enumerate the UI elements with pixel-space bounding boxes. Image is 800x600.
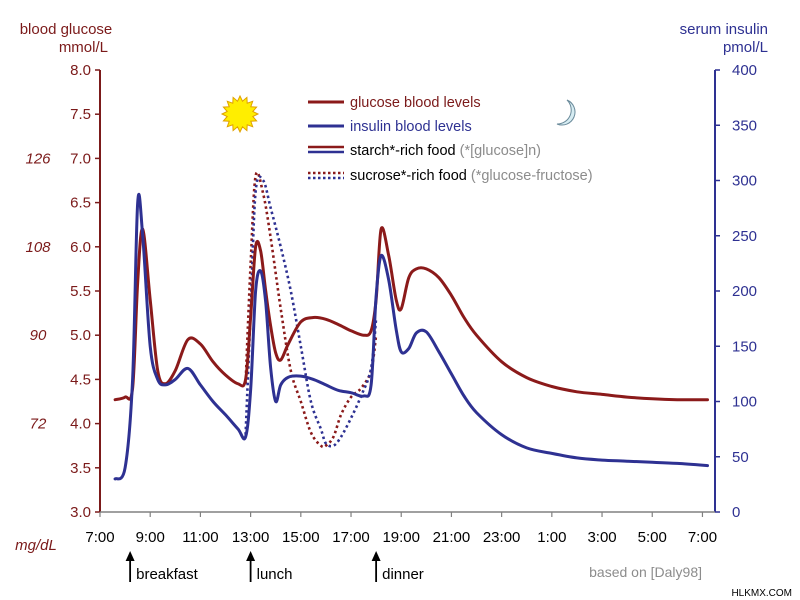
x-tick-label: 15:00 xyxy=(282,529,320,546)
x-tick-label: 13:00 xyxy=(232,529,270,546)
right-tick-label: 350 xyxy=(732,117,757,134)
sun-icon xyxy=(220,94,260,134)
x-tick-label: 23:00 xyxy=(483,529,521,546)
right-tick-label: 150 xyxy=(732,338,757,355)
left-tick-label: 5.0 xyxy=(70,327,91,344)
left-axis-title-line2: mmol/L xyxy=(59,39,108,56)
series-lines xyxy=(113,171,709,481)
left-tick-label: 7.0 xyxy=(70,150,91,167)
left-tick-label: 8.0 xyxy=(70,62,91,79)
right-tick-label: 0 xyxy=(732,504,740,521)
left-tick-label: 6.5 xyxy=(70,195,91,212)
legend-label-starch-note: (*[glucose]n) xyxy=(460,143,541,159)
x-tick-label: 3:00 xyxy=(587,529,616,546)
right-axis-title-line1: serum insulin xyxy=(680,21,768,38)
mgdl-tick-label: 126 xyxy=(25,150,51,167)
meal-label: lunch xyxy=(257,566,293,583)
x-tick-label: 7:00 xyxy=(688,529,717,546)
x-tick-label: 11:00 xyxy=(182,529,218,546)
meal-label: dinner xyxy=(382,566,424,583)
legend-label-starch: starch*-rich food (*[glucose]n) xyxy=(350,143,541,159)
mgdl-tick-label: 108 xyxy=(25,239,51,256)
legend-item-starch: starch*-rich food (*[glucose]n) xyxy=(308,143,541,159)
right-axis-title-line2: pmol/L xyxy=(723,39,768,56)
axes: 3.0 3.5 4.0 4.5 5.0 5.5 6.0 6.5 7.0 7.5 8.0 0 50 100 1… xyxy=(25,62,757,546)
right-tick-label: 300 xyxy=(732,173,757,190)
meal-arrow-head xyxy=(246,551,256,561)
x-tick-label: 7:00 xyxy=(85,529,114,546)
source-note: based on [Daly98] xyxy=(589,564,702,580)
legend-label-sucrose-main: sucrose*-rich food xyxy=(350,168,467,184)
legend-item-insulin: insulin blood levels xyxy=(308,119,472,135)
legend-label-insulin: insulin blood levels xyxy=(350,119,472,135)
meal-marker-breakfast: breakfast xyxy=(125,551,199,583)
right-tick-label: 250 xyxy=(732,228,757,245)
meal-markers: breakfast lunch dinner xyxy=(125,551,424,583)
right-tick-label: 200 xyxy=(732,283,757,300)
meal-marker-lunch: lunch xyxy=(246,551,292,583)
x-tick-label: 19:00 xyxy=(382,529,420,546)
mgdl-tick-label: 90 xyxy=(30,327,47,344)
right-tick-label: 50 xyxy=(732,449,749,466)
left-tick-label: 3.0 xyxy=(70,504,91,521)
left-tick-label: 7.5 xyxy=(70,106,91,123)
legend-label-starch-main: starch*-rich food xyxy=(350,143,456,159)
meal-arrow-head xyxy=(371,551,381,561)
left-tick-label: 3.5 xyxy=(70,460,91,477)
x-tick-label: 5:00 xyxy=(638,529,667,546)
x-tick-label: 9:00 xyxy=(136,529,165,546)
left-axis-title-line1: blood glucose xyxy=(20,21,113,38)
legend-item-glucose: glucose blood levels xyxy=(308,95,481,111)
sucrose-insulin-line xyxy=(244,175,378,448)
legend-label-glucose: glucose blood levels xyxy=(350,95,481,111)
legend-item-sucrose: sucrose*-rich food (*glucose-fructose) xyxy=(308,168,593,184)
legend: glucose blood levels insulin blood level… xyxy=(308,95,593,184)
right-tick-label: 100 xyxy=(732,394,757,411)
meal-label: breakfast xyxy=(136,566,199,583)
starch-glucose-line xyxy=(113,226,709,402)
x-tick-label: 17:00 xyxy=(332,529,370,546)
meal-arrow-head xyxy=(125,551,135,561)
moon-icon xyxy=(556,99,576,126)
left-tick-label: 5.5 xyxy=(70,283,91,300)
meal-marker-dinner: dinner xyxy=(371,551,424,583)
left-tick-label: 4.0 xyxy=(70,416,91,433)
mgdl-unit-label: mg/dL xyxy=(15,537,57,554)
legend-label-sucrose: sucrose*-rich food (*glucose-fructose) xyxy=(350,168,593,184)
left-tick-label: 6.0 xyxy=(70,239,91,256)
right-tick-label: 400 xyxy=(732,62,757,79)
watermark: HLKMX.COM xyxy=(731,588,792,599)
left-tick-label: 4.5 xyxy=(70,371,91,388)
x-tick-label: 1:00 xyxy=(537,529,566,546)
x-tick-label: 21:00 xyxy=(433,529,471,546)
starch-insulin-line xyxy=(113,193,709,481)
mgdl-tick-label: 72 xyxy=(30,416,47,433)
legend-label-sucrose-note: (*glucose-fructose) xyxy=(471,168,593,184)
